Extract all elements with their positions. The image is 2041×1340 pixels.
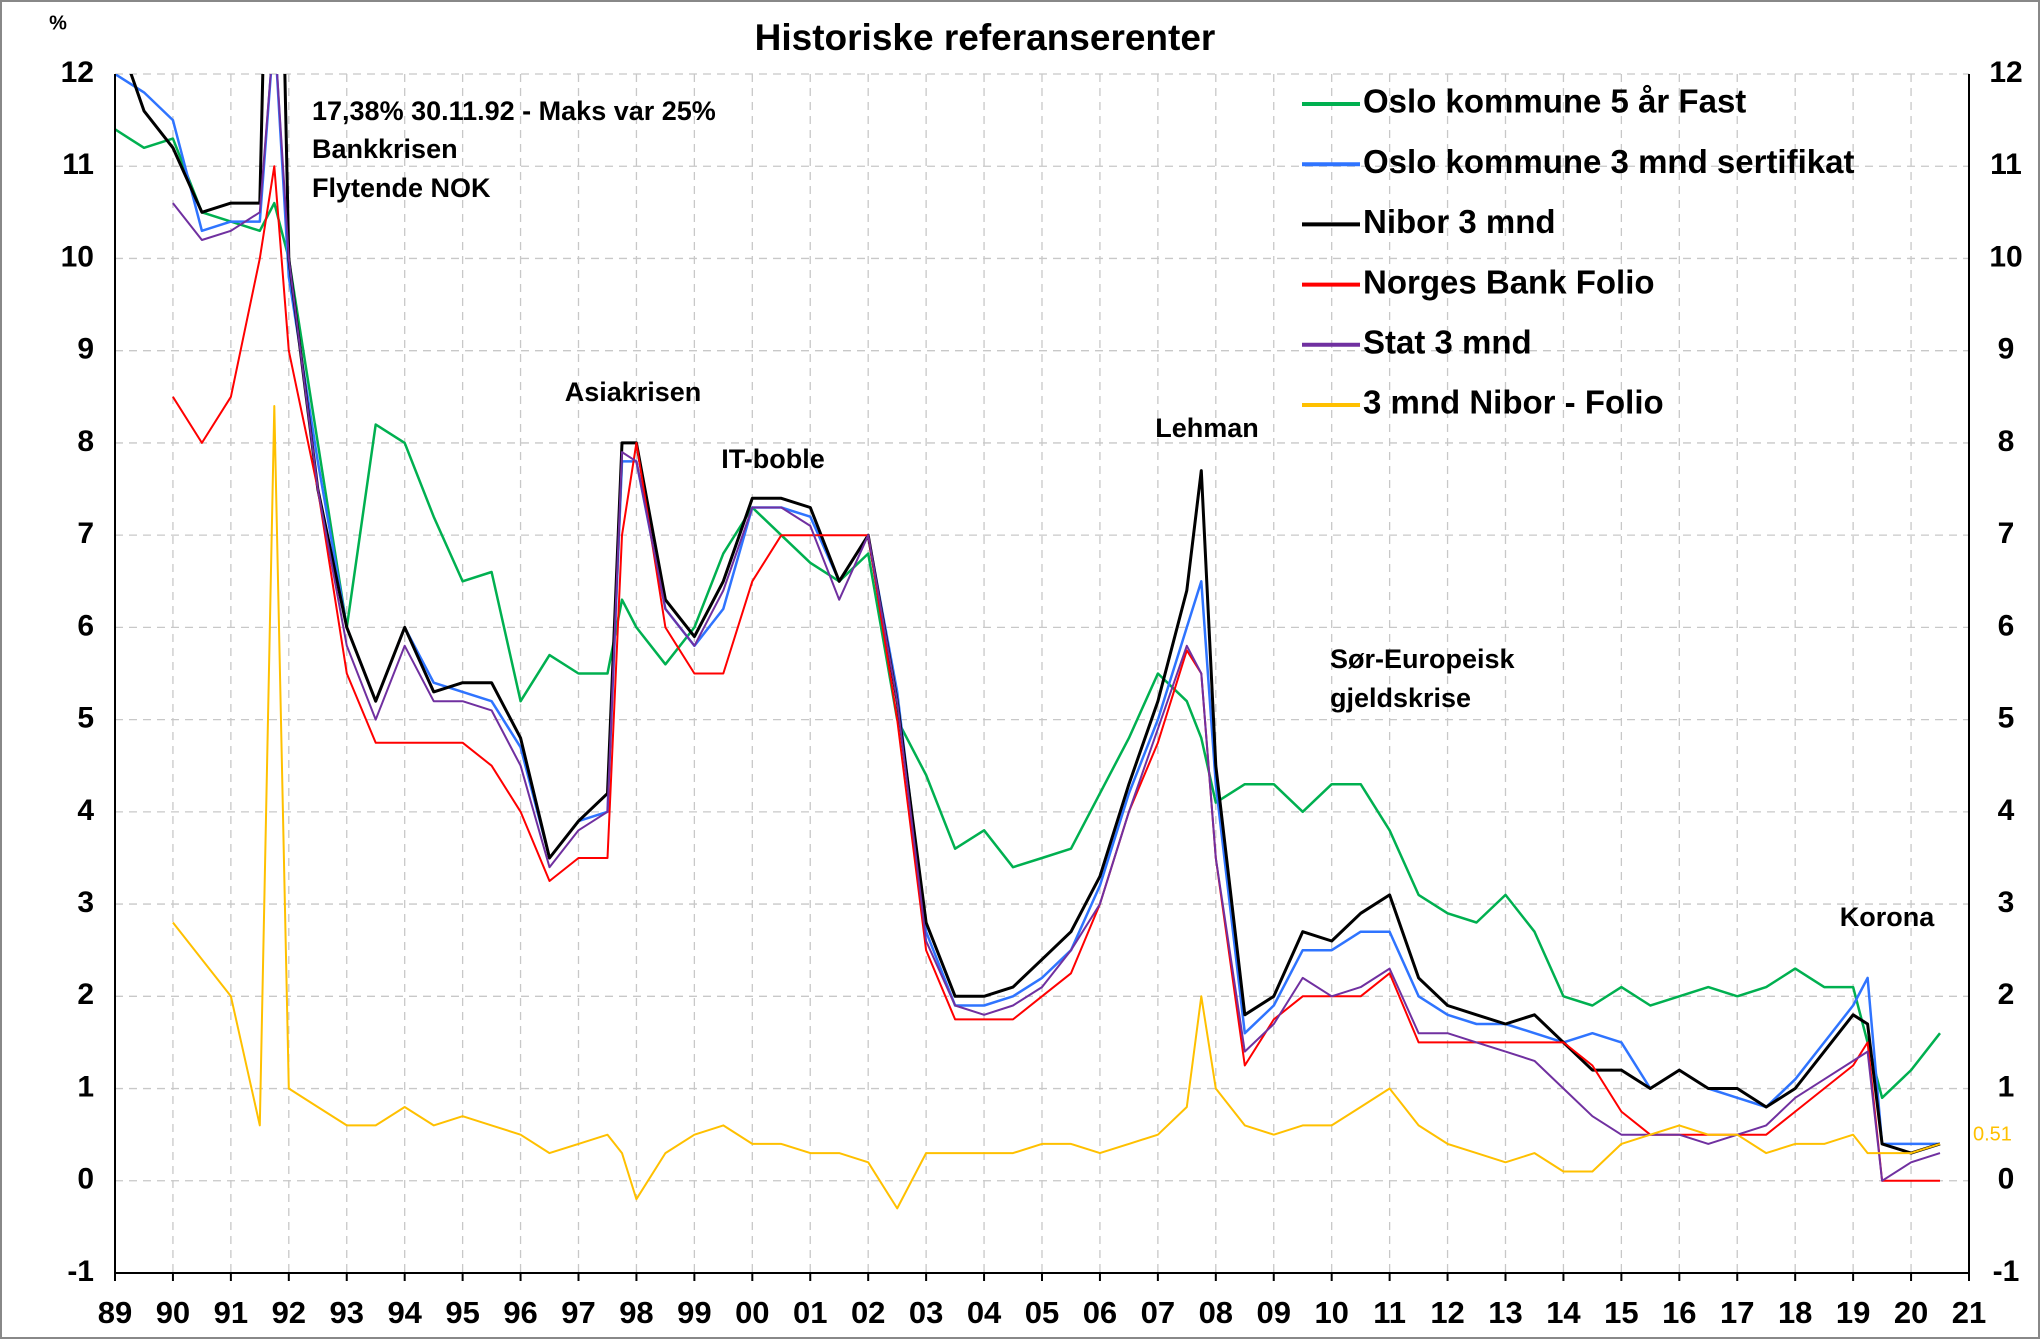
annotation: 17,38% 30.11.92 - Maks var 25% bbox=[312, 96, 716, 126]
legend-label: Oslo kommune 3 mnd sertifikat bbox=[1363, 143, 1854, 180]
y-tick-label: 6 bbox=[77, 609, 94, 642]
y2-tick-label: 10 bbox=[1989, 240, 2022, 273]
y2-tick-label: 11 bbox=[1990, 148, 2022, 181]
x-tick-label: 94 bbox=[387, 1295, 422, 1330]
series-line bbox=[129, 74, 1941, 1155]
x-tick-label: 17 bbox=[1720, 1295, 1754, 1330]
annotation: Sør-Europeisk bbox=[1330, 644, 1516, 674]
y2-tick-label: 8 bbox=[1998, 425, 2015, 458]
plot-area bbox=[115, 74, 1941, 1210]
x-tick-label: 93 bbox=[330, 1295, 364, 1330]
y-tick-label: 1 bbox=[77, 1070, 94, 1103]
y-tick-label: 10 bbox=[61, 240, 94, 273]
x-tick-label: 09 bbox=[1257, 1295, 1291, 1330]
series-line bbox=[172, 74, 1941, 1182]
y-tick-label: 8 bbox=[77, 425, 94, 458]
y2-tick-label: 12 bbox=[1989, 56, 2022, 89]
y2-tick-label: 4 bbox=[1998, 794, 2015, 827]
x-tick-label: 95 bbox=[445, 1295, 479, 1330]
y-tick-label: 3 bbox=[77, 886, 94, 919]
x-tick-label: 01 bbox=[793, 1295, 827, 1330]
series-line bbox=[115, 128, 1941, 1100]
y2-tick-label: 6 bbox=[1998, 609, 2015, 642]
x-tick-label: 05 bbox=[1025, 1295, 1059, 1330]
x-tick-label: 89 bbox=[98, 1295, 132, 1330]
x-tick-label: 96 bbox=[503, 1295, 537, 1330]
annotation: Asiakrisen bbox=[565, 377, 702, 407]
y-tick-label: -1 bbox=[67, 1255, 94, 1288]
y2-tick-label: 9 bbox=[1998, 333, 2015, 366]
x-tick-label: 10 bbox=[1314, 1295, 1348, 1330]
series-line bbox=[172, 405, 1941, 1210]
y-axis-label: % bbox=[49, 12, 67, 34]
x-tick-label: 99 bbox=[677, 1295, 711, 1330]
x-tick-label: 21 bbox=[1952, 1295, 1986, 1330]
annotation: Lehman bbox=[1155, 413, 1259, 443]
y-tick-label: 5 bbox=[77, 702, 94, 735]
x-tick-label: 08 bbox=[1199, 1295, 1233, 1330]
legend-label: Nibor 3 mnd bbox=[1363, 203, 1556, 240]
annotation: Flytende NOK bbox=[312, 173, 491, 203]
y2-tick-label: 1 bbox=[1998, 1070, 2015, 1103]
x-tick-label: 12 bbox=[1430, 1295, 1464, 1330]
y-tick-label: 11 bbox=[62, 148, 94, 181]
y2-tick-label: 2 bbox=[1998, 978, 2015, 1011]
y-tick-label: 4 bbox=[77, 794, 94, 827]
legend-label: Oslo kommune 5 år Fast bbox=[1363, 83, 1746, 120]
x-tick-label: 14 bbox=[1546, 1295, 1581, 1330]
annotation: IT-boble bbox=[721, 444, 825, 474]
y2-tick-label: 3 bbox=[1998, 886, 2015, 919]
annotation: 0.51 bbox=[1973, 1123, 2012, 1145]
y-tick-label: 7 bbox=[77, 517, 94, 550]
x-tick-label: 91 bbox=[214, 1295, 248, 1330]
x-tick-label: 20 bbox=[1894, 1295, 1928, 1330]
annotation: Korona bbox=[1840, 902, 1935, 932]
legend-label: 3 mnd Nibor - Folio bbox=[1363, 384, 1664, 421]
x-tick-label: 19 bbox=[1836, 1295, 1870, 1330]
x-tick-label: 16 bbox=[1662, 1295, 1696, 1330]
axes bbox=[114, 74, 1970, 1274]
y-tick-label: 2 bbox=[77, 978, 94, 1011]
y2-tick-label: 5 bbox=[1998, 702, 2015, 735]
x-tick-label: 02 bbox=[851, 1295, 885, 1330]
y2-tick-label: 0 bbox=[1998, 1163, 2015, 1196]
annotation: gjeldskrise bbox=[1330, 683, 1471, 713]
x-tick-label: 90 bbox=[156, 1295, 190, 1330]
chart-title: Historiske referanserenter bbox=[755, 17, 1216, 58]
x-tick-label: 04 bbox=[967, 1295, 1002, 1330]
y2-tick-label: 7 bbox=[1998, 517, 2015, 550]
x-tick-label: 07 bbox=[1141, 1295, 1175, 1330]
x-tick-label: 00 bbox=[735, 1295, 769, 1330]
x-tick-label: 11 bbox=[1373, 1295, 1406, 1330]
y-tick-label: 12 bbox=[61, 56, 94, 89]
grid bbox=[114, 73, 1970, 1281]
legend-label: Norges Bank Folio bbox=[1363, 263, 1655, 300]
x-tick-label: 97 bbox=[561, 1295, 595, 1330]
y-tick-label: 0 bbox=[77, 1163, 94, 1196]
x-tick-label: 98 bbox=[619, 1295, 653, 1330]
x-tick-label: 03 bbox=[909, 1295, 943, 1330]
y2-tick-label: -1 bbox=[1993, 1255, 2020, 1288]
legend-label: Stat 3 mnd bbox=[1363, 324, 1532, 361]
x-tick-label: 15 bbox=[1604, 1295, 1638, 1330]
x-tick-label: 06 bbox=[1083, 1295, 1117, 1330]
x-tick-label: 18 bbox=[1778, 1295, 1812, 1330]
y-tick-label: 9 bbox=[77, 333, 94, 366]
annotation: Bankkrisen bbox=[312, 134, 458, 164]
x-tick-label: 13 bbox=[1488, 1295, 1522, 1330]
x-tick-label: 92 bbox=[272, 1295, 306, 1330]
